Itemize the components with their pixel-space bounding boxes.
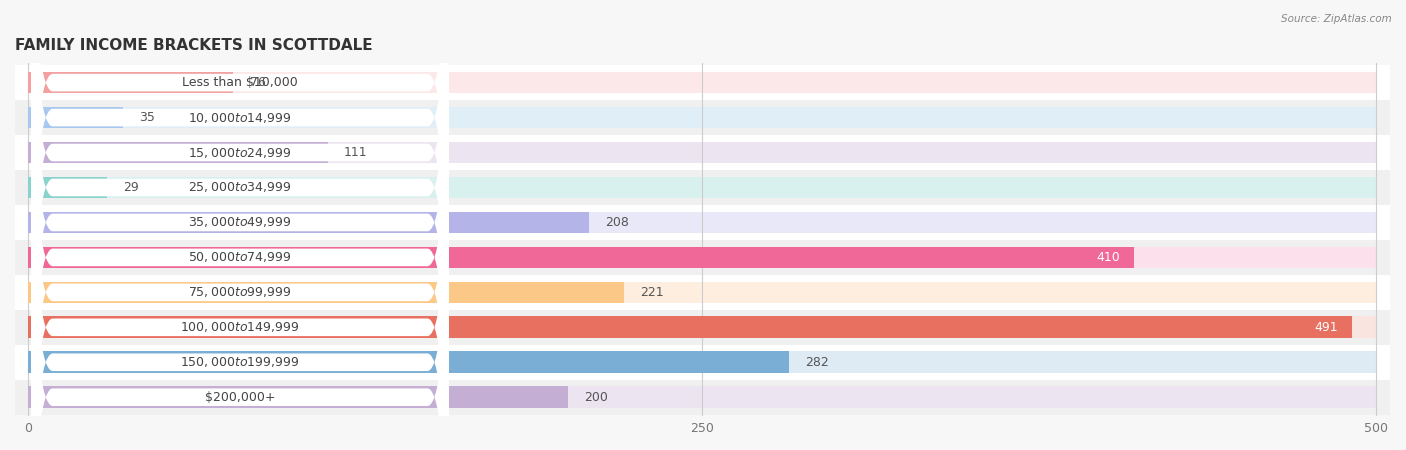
Bar <box>28 282 1376 303</box>
Text: 410: 410 <box>1097 251 1121 264</box>
Bar <box>28 316 1353 338</box>
Bar <box>28 212 589 233</box>
Text: $35,000 to $49,999: $35,000 to $49,999 <box>188 216 292 230</box>
Bar <box>28 282 624 303</box>
Bar <box>15 205 1389 240</box>
Text: $25,000 to $34,999: $25,000 to $34,999 <box>188 180 292 194</box>
Text: $150,000 to $199,999: $150,000 to $199,999 <box>180 355 299 369</box>
Bar <box>28 212 1376 233</box>
Text: $100,000 to $149,999: $100,000 to $149,999 <box>180 320 299 334</box>
Bar <box>28 142 328 163</box>
FancyBboxPatch shape <box>31 0 449 450</box>
Bar <box>15 310 1389 345</box>
Bar <box>28 72 1376 94</box>
Text: 282: 282 <box>804 356 828 369</box>
FancyBboxPatch shape <box>31 0 449 450</box>
Text: FAMILY INCOME BRACKETS IN SCOTTDALE: FAMILY INCOME BRACKETS IN SCOTTDALE <box>15 37 373 53</box>
Text: $10,000 to $14,999: $10,000 to $14,999 <box>188 111 292 125</box>
Bar <box>28 72 233 94</box>
Bar <box>28 316 1376 338</box>
Bar <box>15 135 1389 170</box>
Bar <box>15 275 1389 310</box>
Text: $15,000 to $24,999: $15,000 to $24,999 <box>188 145 292 160</box>
Bar <box>15 240 1389 275</box>
Bar <box>28 177 107 198</box>
FancyBboxPatch shape <box>31 56 449 450</box>
Bar <box>28 107 122 128</box>
Text: 491: 491 <box>1315 321 1339 334</box>
Text: 221: 221 <box>640 286 664 299</box>
Bar <box>28 177 1376 198</box>
Bar <box>28 247 1133 268</box>
Bar <box>28 247 1376 268</box>
Text: $75,000 to $99,999: $75,000 to $99,999 <box>188 285 292 299</box>
Bar <box>15 380 1389 415</box>
Text: 200: 200 <box>583 391 607 404</box>
Bar <box>28 387 568 408</box>
Text: $50,000 to $74,999: $50,000 to $74,999 <box>188 250 292 265</box>
Bar <box>15 100 1389 135</box>
Text: 208: 208 <box>606 216 628 229</box>
Text: Source: ZipAtlas.com: Source: ZipAtlas.com <box>1281 14 1392 23</box>
Bar <box>28 351 789 373</box>
Bar <box>28 107 1376 128</box>
FancyBboxPatch shape <box>31 0 449 423</box>
Text: 35: 35 <box>139 111 155 124</box>
Text: Less than $10,000: Less than $10,000 <box>183 76 298 89</box>
Bar <box>28 142 1376 163</box>
Bar <box>15 170 1389 205</box>
Bar <box>15 65 1389 100</box>
Bar <box>28 387 1376 408</box>
FancyBboxPatch shape <box>31 0 449 388</box>
FancyBboxPatch shape <box>31 22 449 450</box>
FancyBboxPatch shape <box>31 91 449 450</box>
Text: 76: 76 <box>249 76 266 89</box>
Text: 29: 29 <box>122 181 139 194</box>
FancyBboxPatch shape <box>31 126 449 450</box>
Bar <box>28 351 1376 373</box>
Bar <box>15 345 1389 380</box>
Text: $200,000+: $200,000+ <box>205 391 276 404</box>
FancyBboxPatch shape <box>31 0 449 450</box>
FancyBboxPatch shape <box>31 0 449 353</box>
Text: 111: 111 <box>344 146 367 159</box>
